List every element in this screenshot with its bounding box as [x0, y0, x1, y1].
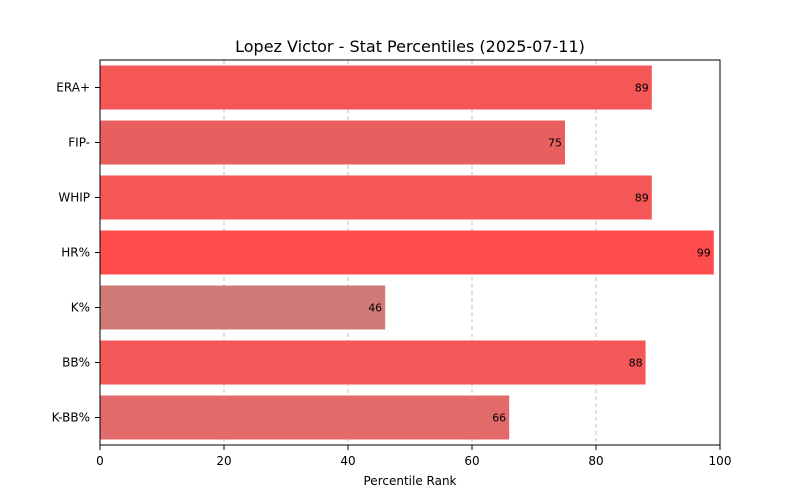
bars-layer	[100, 65, 714, 440]
bar-value-label: 89	[635, 82, 649, 95]
y-tick-label: WHIP	[58, 191, 90, 205]
x-tick-label: 20	[216, 454, 231, 468]
y-axis: ERA+ FIP- WHIP HR% K% BB% K-BB%	[52, 81, 100, 425]
x-tick-label: 80	[588, 454, 603, 468]
y-tick-label: K-BB%	[52, 411, 90, 425]
x-tick-label: 100	[709, 454, 732, 468]
bar	[100, 230, 714, 275]
x-axis-label: Percentile Rank	[364, 474, 457, 488]
x-axis: 0 20 40 60 80 100	[96, 445, 731, 468]
bar-value-label: 66	[492, 412, 506, 425]
bar	[100, 340, 646, 385]
bar	[100, 175, 652, 220]
y-tick-label: K%	[71, 301, 90, 315]
bar	[100, 285, 386, 330]
bar	[100, 395, 510, 440]
y-tick-label: FIP-	[68, 136, 90, 150]
x-tick-label: 0	[96, 454, 104, 468]
bar-value-label: 88	[629, 357, 643, 370]
bar-value-label: 75	[548, 137, 562, 150]
y-tick-label: BB%	[62, 356, 90, 370]
y-tick-label: ERA+	[56, 81, 90, 95]
y-tick-label: HR%	[61, 246, 90, 260]
chart-title: Lopez Victor - Stat Percentiles (2025-07…	[235, 37, 585, 56]
bar-value-label: 89	[635, 192, 649, 205]
value-labels-layer: 89 75 89 99 46 88 66	[368, 82, 711, 425]
bar-value-label: 46	[368, 302, 382, 315]
bar-value-label: 99	[697, 247, 711, 260]
x-tick-label: 40	[340, 454, 355, 468]
bar	[100, 120, 565, 165]
x-tick-label: 60	[464, 454, 479, 468]
bar	[100, 65, 652, 110]
